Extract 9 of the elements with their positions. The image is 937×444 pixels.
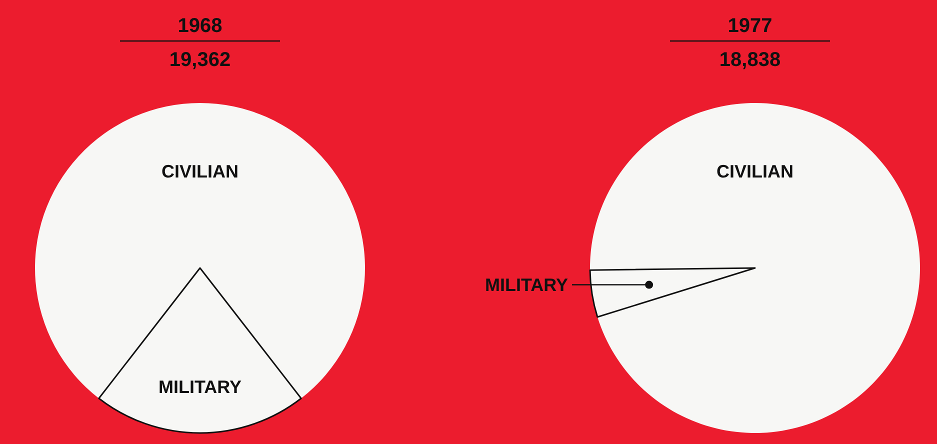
chart-title: 1968 [178, 15, 222, 37]
chart-title: 1977 [728, 15, 772, 37]
chart-subtitle: 19,362 [169, 49, 231, 71]
slice-label: MILITARY [485, 274, 568, 295]
pie-slice [590, 103, 920, 433]
slice-label: MILITARY [158, 376, 242, 397]
slice-label: CIVILIAN [161, 161, 239, 182]
slice-label: CIVILIAN [716, 161, 794, 182]
chart-subtitle: 18,838 [719, 49, 781, 71]
